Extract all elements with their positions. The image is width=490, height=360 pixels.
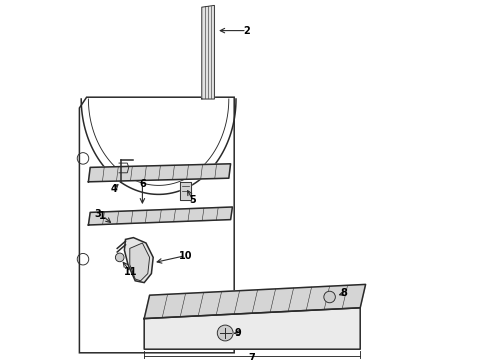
Circle shape — [217, 325, 233, 341]
Polygon shape — [144, 308, 360, 349]
Polygon shape — [88, 164, 231, 182]
Text: 10: 10 — [179, 251, 193, 261]
Polygon shape — [180, 182, 191, 200]
Circle shape — [324, 291, 335, 303]
Text: 7: 7 — [249, 353, 256, 360]
Text: 6: 6 — [139, 179, 146, 189]
Polygon shape — [88, 207, 232, 225]
Polygon shape — [144, 284, 366, 319]
Text: 3: 3 — [94, 209, 101, 219]
Text: 5: 5 — [190, 195, 196, 205]
Circle shape — [116, 253, 124, 262]
Text: 9: 9 — [234, 328, 241, 338]
Polygon shape — [124, 238, 153, 283]
Polygon shape — [130, 243, 149, 281]
Text: 4: 4 — [110, 184, 117, 194]
Text: 1: 1 — [99, 211, 106, 221]
Text: 2: 2 — [244, 26, 250, 36]
Text: 8: 8 — [341, 288, 347, 298]
Text: 11: 11 — [124, 267, 137, 277]
Polygon shape — [202, 5, 215, 99]
